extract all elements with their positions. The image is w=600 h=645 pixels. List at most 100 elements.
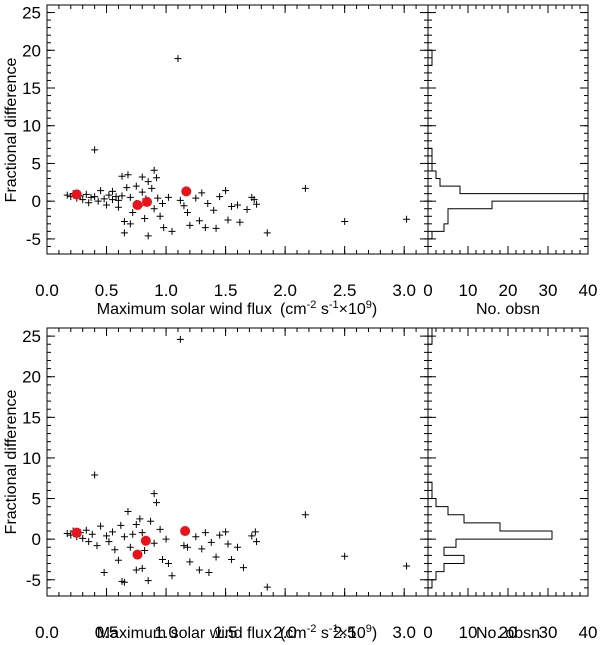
top-data-point	[120, 229, 128, 237]
bottom-y-tick-label: 10	[22, 449, 41, 468]
bottom-y-tick-label: 15	[22, 408, 41, 427]
top-hist-x-tick-label: 0	[423, 281, 432, 300]
bottom-data-point	[183, 543, 191, 551]
bottom-data-point	[63, 529, 71, 537]
top-data-point	[156, 212, 164, 220]
top-histogram-bin	[428, 171, 436, 179]
top-data-point	[141, 215, 149, 223]
top-histogram-outline	[427, 49, 585, 240]
top-scatter-y-ticks: -5 0 5 10 15 20 25	[22, 4, 428, 255]
bottom-histogram-bin	[428, 555, 464, 563]
bottom-scatter-y-ticks: -5 0 5 10 15 20 25	[22, 327, 428, 597]
top-y-axis-label: Fractional difference	[3, 58, 20, 203]
bottom-histogram-bin	[428, 547, 444, 555]
top-data-point	[126, 193, 134, 201]
top-data-point	[243, 205, 251, 213]
top-x-tick-label: 3.0	[392, 281, 416, 300]
bottom-scatter-marks	[63, 335, 411, 591]
bottom-data-point	[234, 543, 241, 551]
top-histogram-bin	[428, 58, 432, 66]
top-histogram-y-ticks	[428, 4, 588, 255]
bottom-data-point	[85, 538, 93, 546]
top-scatter-marks	[63, 55, 411, 240]
bottom-data-point	[228, 555, 236, 563]
top-data-point	[94, 197, 102, 205]
bottom-highlighted-point	[180, 526, 191, 537]
top-data-point	[204, 199, 212, 207]
top-highlighted-point	[132, 199, 143, 210]
top-scatter-frame	[46, 4, 429, 255]
bottom-histogram-bin	[428, 499, 436, 507]
top-data-point	[129, 209, 137, 216]
bottom-data-point	[124, 508, 132, 516]
bottom-data-point	[129, 530, 137, 538]
bottom-data-point	[216, 531, 224, 539]
top-data-point	[114, 196, 122, 204]
top-histogram-bin	[428, 179, 440, 187]
top-y-tick-label: -5	[26, 230, 41, 249]
top-data-point	[126, 220, 134, 228]
top-data-point	[195, 217, 203, 225]
top-data-point	[63, 191, 71, 199]
top-data-point	[222, 187, 230, 195]
bottom-scatter-x-ticks: 0.0 0.5 1.0 1.5 2.0 2.5 3.0	[35, 328, 429, 642]
bottom-data-point	[100, 568, 108, 576]
bottom-x-axis-label: Maximum solar wind flux (cm-2 s-1×109)	[97, 623, 377, 642]
top-x-axis-label: Maximum solar wind flux (cm-2 s-1×109)	[97, 299, 377, 318]
bottom-histogram-bin	[428, 328, 432, 336]
bottom-histogram-bin	[428, 572, 436, 580]
bottom-data-point	[120, 533, 128, 541]
bottom-data-point	[222, 528, 230, 536]
bottom-data-point	[114, 556, 122, 564]
top-data-point	[100, 195, 108, 203]
top-data-point	[120, 218, 128, 226]
bottom-data-point	[164, 560, 172, 568]
top-hist-x-tick-label: 30	[539, 281, 558, 300]
top-data-point	[132, 182, 140, 190]
top-histogram-marks	[427, 49, 585, 240]
top-data-point	[168, 227, 176, 235]
bottom-hist-x-tick-label: 0	[423, 623, 432, 642]
bottom-data-point	[153, 499, 161, 507]
bottom-data-point	[251, 528, 259, 536]
bottom-data-point	[138, 564, 146, 572]
top-data-point	[124, 171, 132, 179]
top-data-point	[82, 190, 90, 198]
top-y-tick-label: 10	[22, 117, 41, 136]
top-data-point	[212, 224, 220, 232]
bottom-x-tick-label: 0.5	[95, 623, 119, 642]
top-histogram-x-ticks: 0 10 20 30 40	[423, 5, 597, 300]
bottom-data-point	[150, 539, 158, 547]
bottom-data-point	[91, 471, 99, 479]
bottom-highlighted-point	[71, 527, 82, 538]
bottom-x-tick-label: 0.0	[35, 623, 59, 642]
top-x-tick-label: 1.5	[214, 281, 238, 300]
bottom-scatter-frame	[46, 327, 429, 597]
top-histogram-bin	[428, 148, 432, 156]
bottom-highlighted-point	[140, 535, 151, 546]
bottom-data-point	[150, 490, 158, 498]
bottom-data-point	[136, 515, 144, 523]
bottom-histogram-bin	[428, 564, 444, 572]
bottom-data-point	[224, 540, 232, 548]
top-data-point	[186, 221, 194, 229]
top-histogram-bin	[428, 201, 492, 209]
bottom-x-tick-label: 2.5	[333, 623, 357, 642]
top-data-point	[164, 193, 172, 201]
top-hist-x-tick-label: 20	[499, 281, 518, 300]
bottom-data-point	[198, 545, 206, 553]
bottom-x-tick-label: 2.0	[273, 623, 297, 642]
top-data-point	[403, 215, 411, 223]
top-y-tick-label: 0	[32, 192, 41, 211]
bottom-data-point	[82, 526, 90, 534]
top-data-point	[154, 194, 162, 202]
top-data-point	[118, 172, 126, 180]
top-y-tick-label: 5	[32, 154, 41, 173]
top-data-point	[148, 184, 156, 192]
top-x-tick-label: 1.0	[154, 281, 178, 300]
top-y-tick-label: 25	[22, 4, 41, 23]
bottom-highlighted-point	[132, 549, 143, 560]
top-y-tick-label: 15	[22, 79, 41, 98]
top-data-point	[114, 203, 122, 211]
bottom-data-point	[212, 553, 220, 561]
